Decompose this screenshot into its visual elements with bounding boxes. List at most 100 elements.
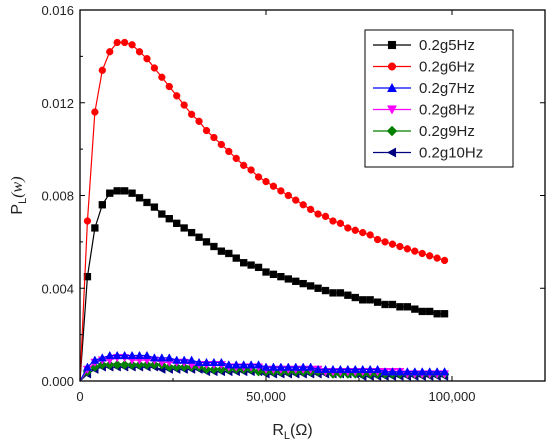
data-point [418,249,426,258]
data-point [351,293,359,302]
data-point [425,367,435,376]
data-point [373,364,383,374]
x-tick-label: 50,000 [246,389,286,404]
data-point [225,249,233,258]
data-point [403,245,412,253]
data-point [344,291,352,299]
data-point [283,362,293,371]
data-point [106,189,114,197]
series-0.2g6Hz [79,38,449,382]
data-point [150,203,159,211]
data-point [351,226,359,234]
data-point [440,310,449,318]
legend-item: 0.2g8Hz [373,102,475,119]
data-point [83,273,92,281]
data-point [276,362,286,371]
data-point [247,261,255,269]
x-tick-label: 0 [76,389,83,404]
data-point [150,64,159,72]
data-point [98,201,106,209]
data-point [97,353,107,362]
legend-label: 0.2g8Hz [419,102,475,119]
legend-marker [387,40,397,50]
y-axis-label-unit: (w) [9,176,26,197]
data-point [433,254,441,262]
data-point [113,187,121,195]
legend-marker [387,82,397,93]
data-point [253,366,264,377]
data-point [120,350,130,360]
data-point [254,263,263,272]
data-point [298,362,308,371]
data-point [135,48,144,56]
data-point [359,228,367,237]
data-point [254,360,264,369]
data-point [128,41,136,49]
data-point [209,357,219,367]
data-point [395,367,405,376]
data-point [269,270,278,278]
data-point [171,362,182,372]
data-point [120,187,129,195]
data-point [180,101,188,109]
data-point [224,360,234,369]
data-point [216,357,226,367]
data-point [359,296,367,304]
legend-marker [387,62,397,71]
data-point [164,353,174,362]
data-point [388,300,397,309]
x-tick-label: 100,000 [429,389,476,404]
data-point [440,256,449,265]
data-point [91,224,99,232]
data-point [306,362,316,371]
data-point [240,259,248,267]
data-point [336,289,345,297]
data-point [134,359,145,370]
data-point [373,298,382,306]
legend-label: 0.2g7Hz [419,80,475,97]
data-point [277,273,285,281]
data-point [82,362,92,371]
legend-item: 0.2g9Hz [373,123,475,140]
data-point [440,367,450,376]
data-point [157,353,167,362]
legend-item: 0.2g5Hz [373,37,475,54]
data-point [292,196,300,204]
data-point [202,238,211,246]
data-point [366,231,374,239]
data-point [180,224,188,232]
data-point [350,364,360,374]
data-point [158,210,166,218]
data-point [91,108,99,116]
data-point [201,357,211,367]
data-point [106,48,114,56]
data-point [396,303,404,311]
data-point [83,217,92,225]
data-point [344,224,352,232]
data-point [426,307,434,316]
data-point [195,117,203,125]
data-point [291,362,301,371]
data-point [173,92,181,100]
data-point [112,359,122,370]
data-point [187,110,196,118]
legend-item: 0.2g10Hz [373,145,483,162]
data-point [299,201,307,209]
data-point [411,305,419,313]
legend-item: 0.2g7Hz [373,80,475,97]
data-point [313,364,323,374]
data-point [381,300,389,309]
data-point [127,359,137,370]
data-point [128,189,136,197]
data-point [284,275,292,283]
data-point [321,212,330,221]
data-point [268,362,278,371]
data-point [306,205,315,214]
data-point [210,242,218,251]
data-point [179,362,189,372]
data-point [187,355,197,364]
data-point [240,161,248,170]
data-point [299,279,307,288]
data-point [343,364,353,374]
x-axis-label-main: R [272,422,284,439]
